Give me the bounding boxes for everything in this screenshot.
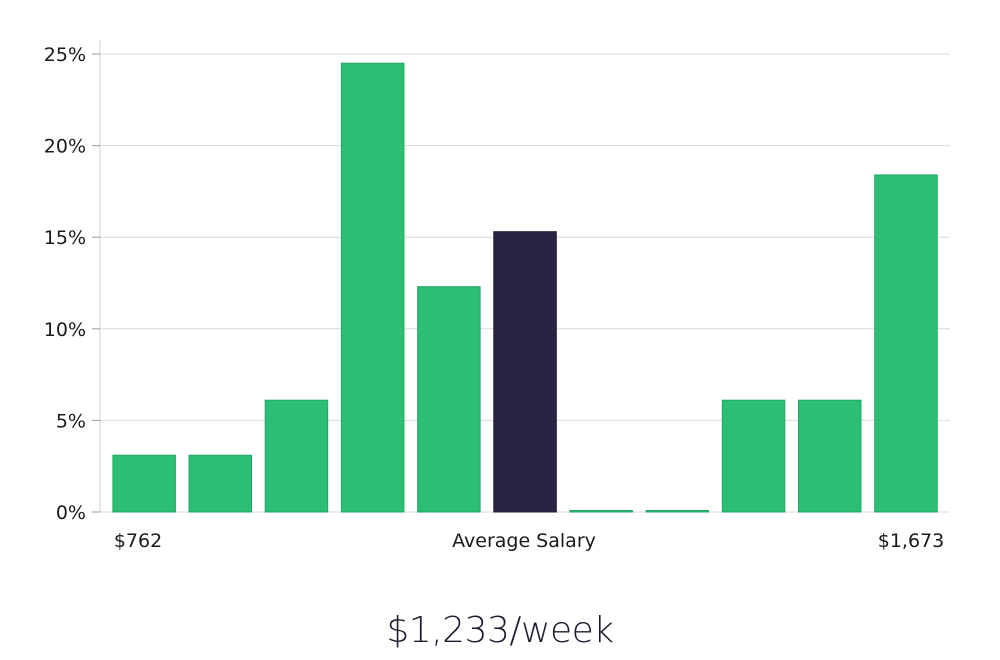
bar (264, 399, 329, 513)
bar-highlighted (493, 231, 557, 513)
bar (340, 62, 405, 513)
x-label-center: Average Salary (452, 530, 596, 552)
bars (112, 62, 938, 513)
bar (798, 399, 862, 513)
y-tick-label: 20% (44, 136, 86, 158)
bar (417, 286, 481, 513)
y-tick-label: 0% (56, 502, 86, 524)
x-label-max: $1,673 (878, 530, 944, 552)
salary-readout: $1,233/week (386, 610, 614, 651)
bar (721, 399, 786, 513)
y-tick-label: 10% (44, 319, 86, 341)
x-label-min: $762 (114, 530, 162, 552)
bar (188, 454, 252, 513)
salary-distribution-chart: 0% 5% 10% 15% 20% 25% $762 Average Salary $1,… (44, 40, 950, 552)
y-tick-label: 25% (44, 44, 86, 66)
bar (645, 510, 710, 513)
bar (112, 454, 176, 513)
y-tick-label: 15% (44, 227, 86, 249)
y-tick-label: 5% (56, 410, 86, 432)
bar (569, 510, 633, 513)
y-axis: 0% 5% 10% 15% 20% 25% (44, 40, 101, 524)
bar (874, 174, 938, 513)
